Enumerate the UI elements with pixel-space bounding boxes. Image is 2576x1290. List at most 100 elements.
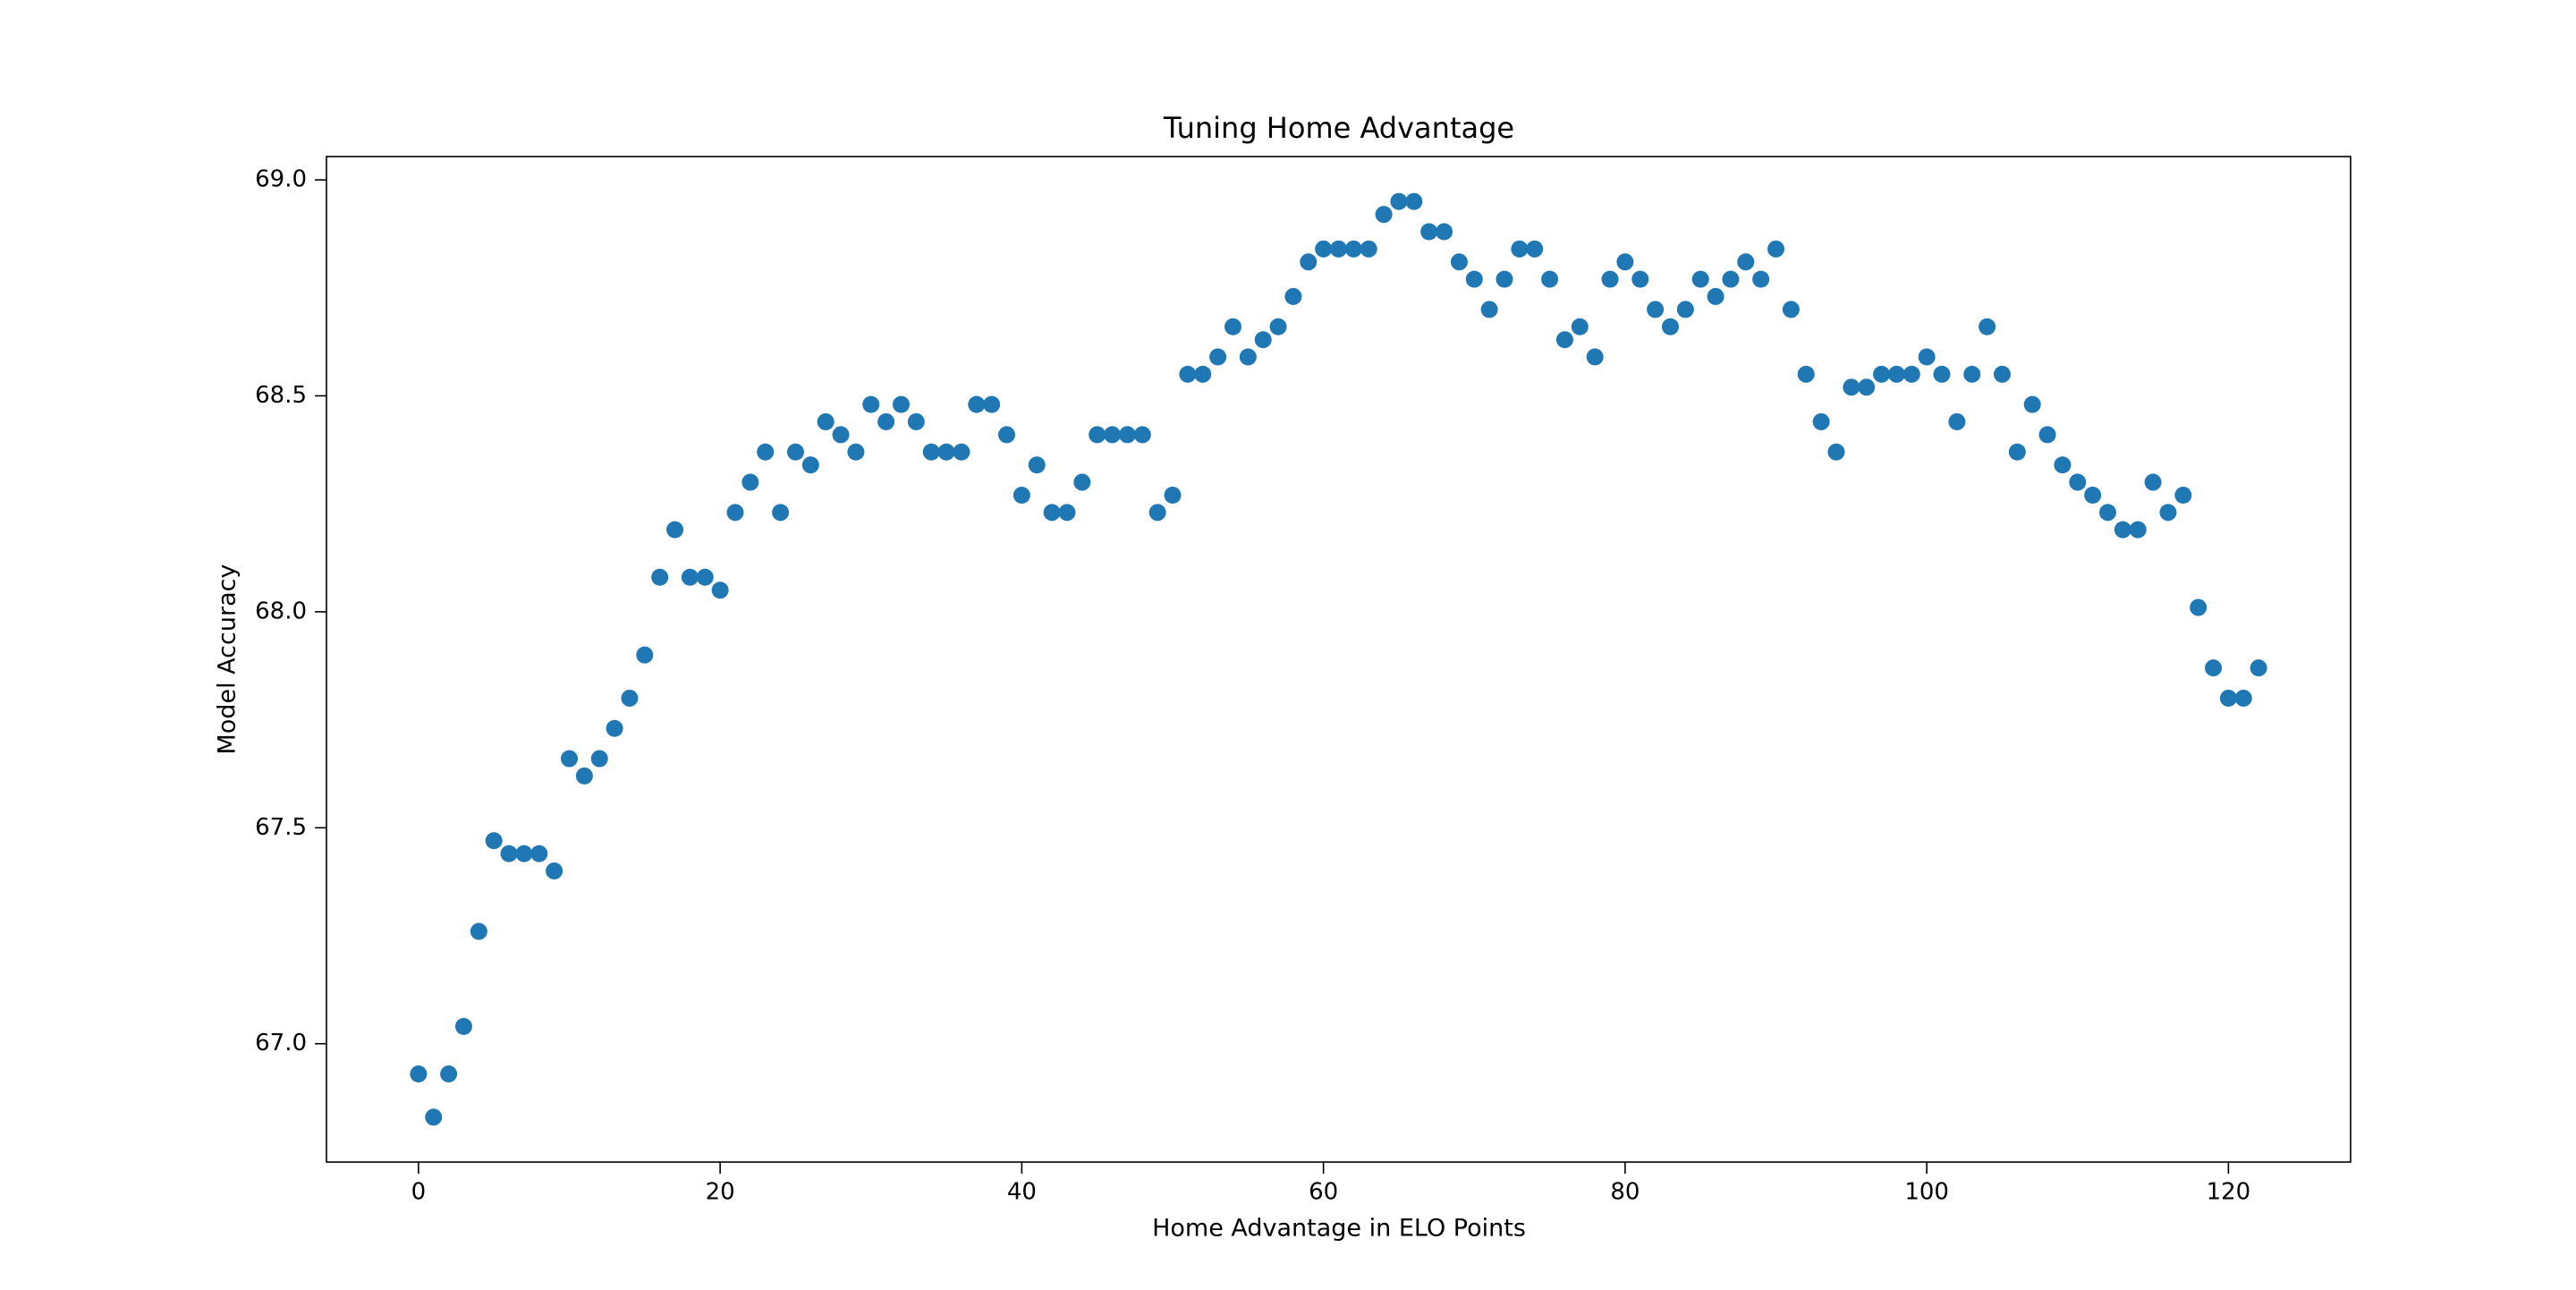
point xyxy=(1164,487,1182,505)
chart-title: Tuning Home Advantage xyxy=(1163,111,1514,145)
point xyxy=(1315,240,1333,258)
point xyxy=(1722,270,1740,288)
point xyxy=(1058,504,1076,522)
point xyxy=(1179,365,1197,383)
x-tick-label: 60 xyxy=(1309,1179,1338,1206)
point xyxy=(1300,253,1318,271)
y-tick-label: 68.0 xyxy=(255,598,307,624)
point xyxy=(500,844,518,862)
point xyxy=(1737,253,1755,271)
point xyxy=(1028,456,1046,474)
point xyxy=(1118,426,1136,444)
point xyxy=(1104,426,1122,444)
point xyxy=(575,767,593,785)
point xyxy=(1073,473,1091,491)
point xyxy=(1631,270,1649,288)
point xyxy=(1827,443,1845,461)
point xyxy=(1450,253,1468,271)
point xyxy=(1767,240,1785,258)
point xyxy=(801,456,819,474)
x-tick-label: 0 xyxy=(411,1179,427,1206)
point xyxy=(741,473,759,491)
y-axis-label: Model Accuracy xyxy=(214,564,242,755)
point xyxy=(847,443,865,461)
plot-frame xyxy=(326,156,2351,1163)
point xyxy=(1496,270,1513,288)
point xyxy=(832,426,850,444)
point xyxy=(410,1065,428,1083)
point xyxy=(2099,504,2117,522)
point xyxy=(1676,301,1694,318)
point xyxy=(2038,426,2056,444)
point xyxy=(2054,456,2072,474)
point xyxy=(454,1017,472,1035)
point xyxy=(1858,378,1876,396)
point xyxy=(998,426,1016,444)
point xyxy=(1420,223,1438,241)
point xyxy=(425,1108,443,1126)
point xyxy=(2069,473,2087,491)
point xyxy=(2008,443,2026,461)
point xyxy=(1148,504,1166,522)
point xyxy=(1254,331,1272,349)
point xyxy=(817,412,835,430)
point xyxy=(1239,348,1257,366)
point xyxy=(1797,365,1815,383)
point xyxy=(1873,365,1891,383)
point xyxy=(1571,318,1589,335)
point xyxy=(2190,598,2207,616)
point xyxy=(1647,301,1665,318)
point xyxy=(726,504,744,522)
point xyxy=(772,504,790,522)
point xyxy=(636,646,654,664)
point xyxy=(1405,192,1423,210)
point xyxy=(681,568,699,586)
point xyxy=(862,395,880,413)
x-tick-label: 40 xyxy=(1007,1179,1037,1206)
point xyxy=(1511,240,1529,258)
point xyxy=(2250,659,2267,677)
point xyxy=(1284,287,1302,305)
point xyxy=(1963,365,1981,383)
point xyxy=(1465,270,1483,288)
point xyxy=(1436,223,1453,241)
point xyxy=(1013,487,1030,505)
point xyxy=(1330,240,1347,258)
point xyxy=(1691,270,1709,288)
y-tick-label: 67.0 xyxy=(255,1030,307,1057)
point xyxy=(470,922,487,940)
point xyxy=(1661,318,1679,335)
point xyxy=(711,581,729,599)
x-axis-label: Home Advantage in ELO Points xyxy=(1152,1215,1526,1243)
y-tick-label: 67.5 xyxy=(255,814,307,841)
y-tick-label: 69.0 xyxy=(255,166,307,193)
point xyxy=(1918,348,1936,366)
point xyxy=(1843,378,1860,396)
point xyxy=(546,862,564,880)
point xyxy=(2159,504,2177,522)
point xyxy=(1993,365,2011,383)
point xyxy=(1480,301,1498,318)
point xyxy=(953,443,970,461)
point xyxy=(651,568,669,586)
point xyxy=(440,1065,458,1083)
x-tick-label: 80 xyxy=(1610,1179,1640,1206)
point xyxy=(1375,206,1393,224)
point xyxy=(1782,301,1800,318)
point xyxy=(1224,318,1241,335)
point xyxy=(696,568,714,586)
point xyxy=(1933,365,1951,383)
point xyxy=(1209,348,1227,366)
point xyxy=(892,395,910,413)
point xyxy=(621,689,639,707)
point xyxy=(1887,365,1905,383)
point xyxy=(922,443,940,461)
point xyxy=(485,832,503,850)
point xyxy=(1526,240,1544,258)
point xyxy=(2129,521,2147,539)
point xyxy=(1360,240,1377,258)
point xyxy=(1812,412,1830,430)
point xyxy=(1133,426,1151,444)
point xyxy=(907,412,925,430)
